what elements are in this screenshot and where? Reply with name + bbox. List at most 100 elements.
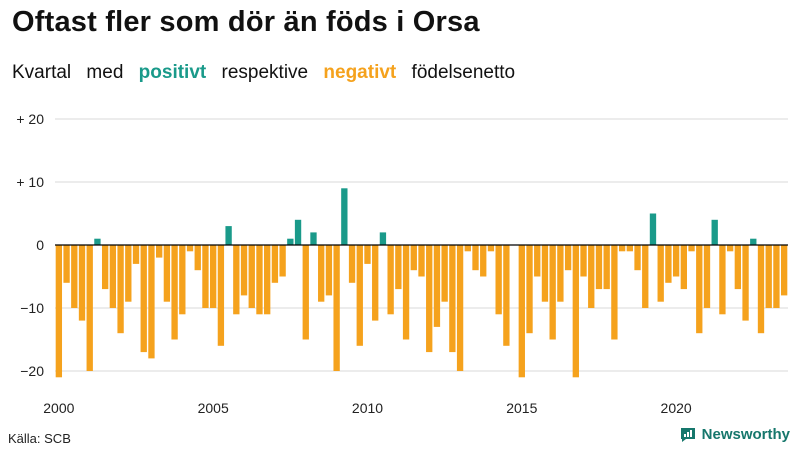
bar	[503, 245, 510, 346]
x-tick-label: 2020	[661, 400, 692, 416]
bar	[202, 245, 209, 308]
bar	[464, 245, 471, 252]
subtitle-word: födelsenetto	[411, 62, 516, 83]
bar	[703, 245, 711, 308]
bar	[78, 245, 86, 321]
bar	[148, 245, 155, 359]
bar	[611, 245, 618, 340]
bar	[395, 245, 402, 290]
bar	[618, 245, 626, 252]
bar	[163, 245, 171, 302]
bar	[264, 245, 271, 315]
bar	[101, 245, 109, 290]
bar	[287, 238, 294, 245]
bar	[217, 245, 225, 346]
subtitle-word: med	[86, 62, 124, 83]
bar	[688, 245, 695, 252]
bar	[387, 245, 394, 315]
bar	[402, 245, 410, 340]
bar	[750, 238, 757, 245]
bar	[449, 245, 456, 353]
bar	[63, 245, 70, 283]
bar	[680, 245, 687, 290]
bar	[580, 245, 587, 277]
bar	[294, 219, 302, 245]
bar	[109, 245, 117, 308]
y-tick-label: −20	[20, 363, 44, 379]
bar	[364, 245, 371, 264]
brand-name: Newsworthy	[701, 426, 790, 443]
y-tick-label: + 10	[16, 174, 44, 190]
bar	[418, 245, 425, 277]
bar	[379, 232, 387, 245]
bar	[156, 245, 163, 258]
bar	[194, 245, 201, 271]
bar	[595, 245, 603, 290]
bar	[348, 245, 356, 283]
x-tick-label: 2005	[198, 400, 229, 416]
bar	[186, 245, 194, 252]
bar	[71, 245, 78, 308]
brand-logo: Newsworthy	[680, 426, 790, 443]
x-tick-label: 2010	[352, 400, 383, 416]
bar	[225, 226, 232, 245]
bar	[179, 245, 186, 315]
y-tick-label: −10	[20, 300, 44, 316]
bar	[433, 245, 441, 327]
bar	[441, 245, 448, 302]
bar	[341, 188, 348, 245]
bar	[140, 245, 147, 353]
bar	[572, 245, 579, 378]
bar	[642, 245, 649, 308]
bar	[657, 245, 664, 302]
bar	[626, 245, 633, 252]
bar	[117, 245, 124, 334]
bar	[372, 245, 379, 321]
bar	[318, 245, 325, 302]
bar	[356, 245, 363, 346]
bar	[248, 245, 255, 308]
bar	[765, 245, 772, 308]
bar	[426, 245, 433, 353]
bar	[665, 245, 672, 283]
y-tick-label: 0	[36, 237, 44, 253]
bar	[564, 245, 572, 271]
bar	[55, 245, 63, 378]
bar	[649, 213, 657, 245]
bar	[773, 245, 780, 308]
bar	[634, 245, 641, 271]
bar	[518, 245, 525, 378]
source-note: Källa: SCB	[8, 431, 71, 446]
legend-positive: positivt	[138, 62, 207, 83]
bar	[310, 232, 317, 245]
bar	[757, 245, 765, 334]
bar	[742, 245, 749, 321]
bar	[94, 238, 101, 245]
bar	[495, 245, 502, 315]
bar	[480, 245, 487, 277]
x-axis: 2000 2005 2010 2015 2020	[43, 400, 692, 416]
newsworthy-icon	[680, 427, 695, 442]
bar	[233, 245, 240, 315]
bar	[279, 245, 286, 277]
bar	[410, 245, 417, 271]
bar	[549, 245, 556, 340]
subtitle-word: respektive	[221, 62, 309, 83]
bars	[55, 188, 788, 378]
bar	[171, 245, 178, 340]
x-tick-label: 2015	[506, 400, 537, 416]
chart-title: Oftast fler som dör än föds i Orsa	[12, 6, 480, 38]
bar	[696, 245, 703, 334]
bar	[588, 245, 595, 308]
bar	[271, 245, 279, 283]
bar	[487, 245, 495, 252]
bar	[240, 245, 248, 296]
bar	[780, 245, 788, 296]
bar	[526, 245, 533, 334]
bar	[734, 245, 742, 290]
bar	[534, 245, 541, 277]
bar	[210, 245, 217, 308]
bar	[719, 245, 726, 315]
legend-negative: negativt	[323, 62, 397, 83]
y-tick-label: + 20	[16, 111, 44, 127]
